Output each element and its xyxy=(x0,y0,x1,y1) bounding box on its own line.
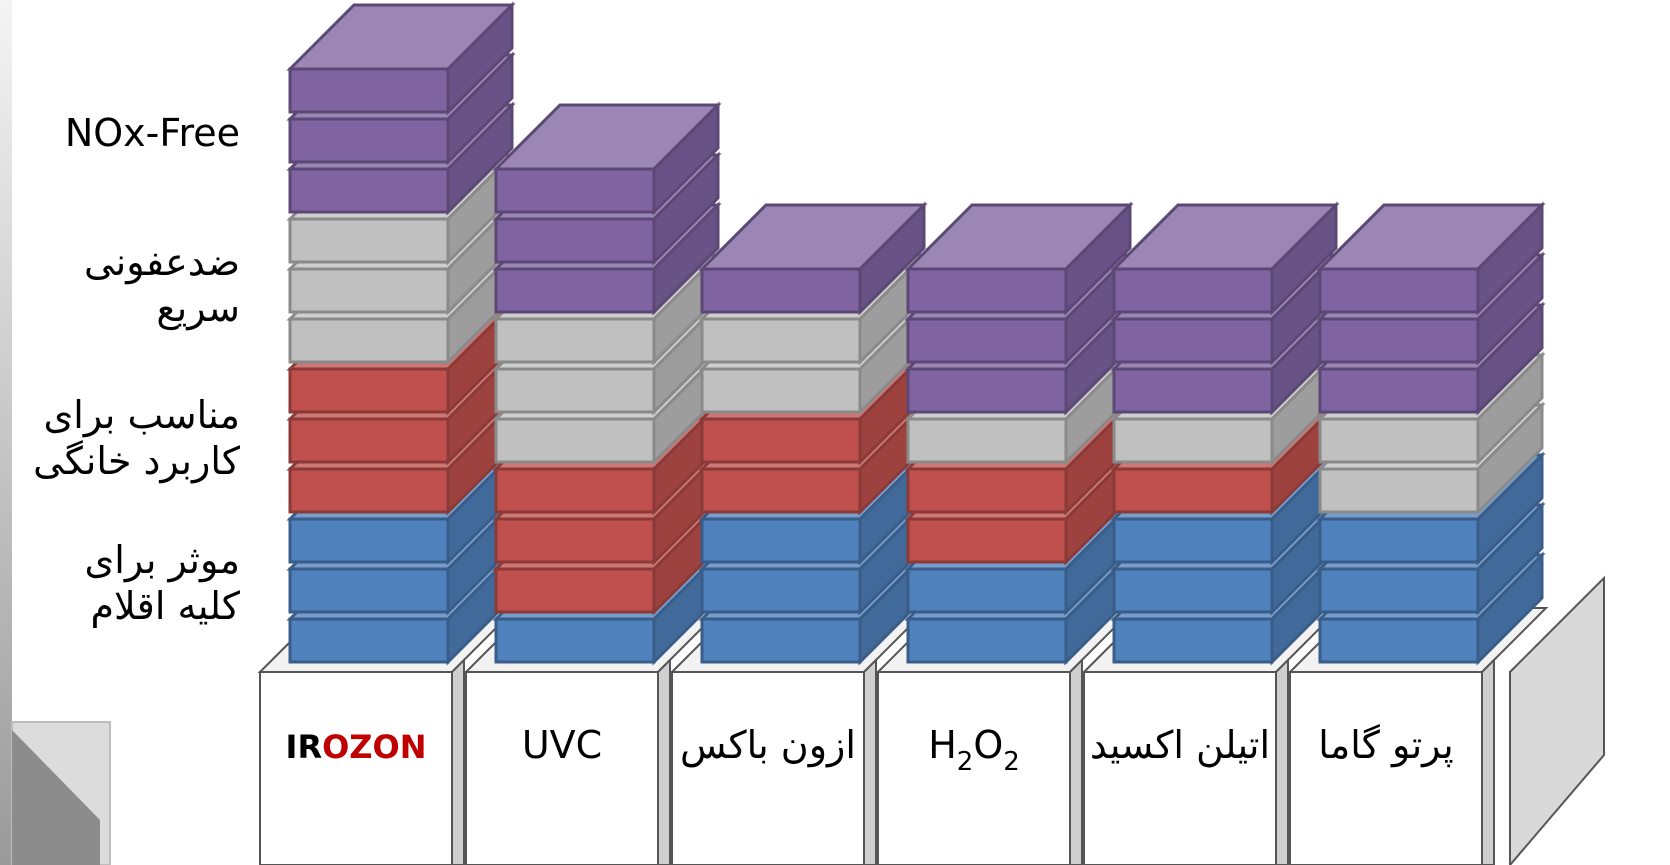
category-label-box xyxy=(1083,671,1277,865)
base-gap-face xyxy=(863,657,877,865)
bar-block xyxy=(904,201,1134,316)
base-gap-face xyxy=(1481,657,1495,865)
row-label: کلیه اقلام xyxy=(90,584,240,628)
row-label: موثر برای xyxy=(85,538,240,583)
bar-stack xyxy=(698,201,928,666)
category-label: IROZON xyxy=(286,728,427,766)
category-label: UVC xyxy=(522,723,602,767)
bar-stack xyxy=(492,101,722,666)
base-side-face xyxy=(1509,575,1605,865)
category-label-box xyxy=(259,671,453,865)
category-label: پرتو گاما xyxy=(1318,723,1453,768)
category-label: H2O2 xyxy=(928,723,1020,777)
row-label: ضدعفونی xyxy=(84,240,240,285)
bar-block xyxy=(492,101,722,216)
base-gap-face xyxy=(1275,657,1289,865)
base-gap-face xyxy=(657,657,671,865)
category-label-box xyxy=(1289,671,1483,865)
slide-decoration xyxy=(0,0,111,865)
base-gap-face xyxy=(451,657,465,865)
row-label: کاربرد خانگی xyxy=(33,439,241,484)
bar-block xyxy=(1316,201,1546,316)
category-label: ازون باکس xyxy=(680,723,856,768)
category-label-box xyxy=(465,671,659,865)
bar-stack xyxy=(1110,201,1340,666)
category-label-box xyxy=(671,671,865,865)
base-gap-face xyxy=(1069,657,1083,865)
category-label: اتیلن اکسید xyxy=(1090,723,1270,768)
category-label-box xyxy=(877,671,1071,865)
corner-triangle xyxy=(12,730,100,865)
bar-stack xyxy=(904,201,1134,666)
bar-stack xyxy=(1316,201,1546,666)
row-label: مناسب برای xyxy=(44,393,240,438)
bar-stacks xyxy=(286,1,1546,666)
left-gradient-strip xyxy=(0,0,12,865)
bar-stack xyxy=(286,1,516,666)
bar-block xyxy=(698,201,928,316)
row-label: سریع xyxy=(156,286,240,331)
row-label: NOx-Free xyxy=(65,111,240,155)
bar-block xyxy=(286,1,516,116)
bar-block xyxy=(1110,201,1340,316)
